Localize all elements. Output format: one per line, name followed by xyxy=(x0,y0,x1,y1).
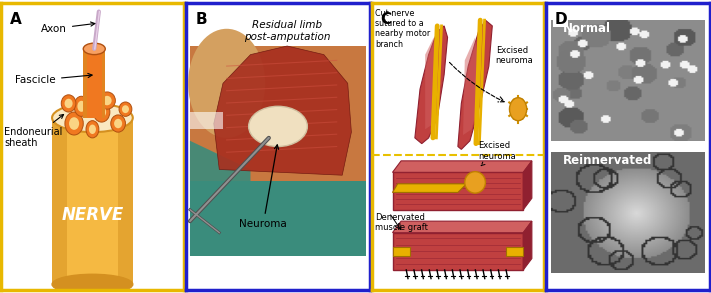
Ellipse shape xyxy=(119,102,132,116)
Polygon shape xyxy=(214,46,351,175)
Polygon shape xyxy=(429,141,444,158)
Text: B: B xyxy=(196,11,207,27)
Polygon shape xyxy=(415,26,447,144)
Ellipse shape xyxy=(111,115,125,132)
Polygon shape xyxy=(52,118,67,284)
Polygon shape xyxy=(118,118,133,284)
Ellipse shape xyxy=(65,112,83,135)
Text: Denervated
muscle graft: Denervated muscle graft xyxy=(375,212,428,232)
Polygon shape xyxy=(392,161,532,172)
Ellipse shape xyxy=(188,29,265,138)
Ellipse shape xyxy=(61,95,76,112)
Polygon shape xyxy=(523,161,532,210)
Polygon shape xyxy=(506,247,523,255)
Ellipse shape xyxy=(89,125,96,134)
Ellipse shape xyxy=(102,96,112,105)
Polygon shape xyxy=(458,20,492,149)
Polygon shape xyxy=(392,233,523,270)
Text: Residual limb
post-amputation: Residual limb post-amputation xyxy=(244,20,331,42)
Ellipse shape xyxy=(97,107,106,117)
Ellipse shape xyxy=(52,103,133,132)
Text: Reinnervated: Reinnervated xyxy=(562,154,652,167)
Ellipse shape xyxy=(65,99,73,108)
Ellipse shape xyxy=(122,105,129,113)
Polygon shape xyxy=(392,247,410,255)
Ellipse shape xyxy=(83,43,105,54)
Polygon shape xyxy=(425,38,441,129)
Ellipse shape xyxy=(52,274,133,293)
Ellipse shape xyxy=(93,102,110,122)
Text: Axon: Axon xyxy=(41,22,95,34)
Polygon shape xyxy=(392,221,532,233)
Text: Cut nerve
sutured to a
nearby motor
branch: Cut nerve sutured to a nearby motor bran… xyxy=(375,9,431,49)
Text: D: D xyxy=(555,11,567,27)
Ellipse shape xyxy=(69,117,79,130)
Text: Excised
neuroma: Excised neuroma xyxy=(496,46,533,65)
Ellipse shape xyxy=(114,119,122,128)
Ellipse shape xyxy=(86,121,99,138)
Ellipse shape xyxy=(249,106,307,146)
Text: Normal: Normal xyxy=(562,22,611,35)
FancyBboxPatch shape xyxy=(190,46,366,255)
Text: A: A xyxy=(10,11,21,27)
Polygon shape xyxy=(463,38,482,135)
Polygon shape xyxy=(523,221,532,270)
Text: Excised
neuroma: Excised neuroma xyxy=(479,142,516,166)
Text: Endoneurial
sheath: Endoneurial sheath xyxy=(4,115,63,149)
Ellipse shape xyxy=(465,172,486,193)
Text: C: C xyxy=(380,11,392,27)
Ellipse shape xyxy=(77,101,85,112)
Polygon shape xyxy=(52,118,133,284)
Polygon shape xyxy=(190,141,250,255)
Ellipse shape xyxy=(74,96,89,116)
Text: Fascicle: Fascicle xyxy=(16,74,92,85)
Text: NERVE: NERVE xyxy=(61,206,124,224)
Polygon shape xyxy=(392,184,466,193)
Text: Neuroma: Neuroma xyxy=(240,145,287,229)
Polygon shape xyxy=(190,181,366,255)
Ellipse shape xyxy=(99,92,115,109)
Ellipse shape xyxy=(510,98,527,121)
Polygon shape xyxy=(392,172,523,210)
